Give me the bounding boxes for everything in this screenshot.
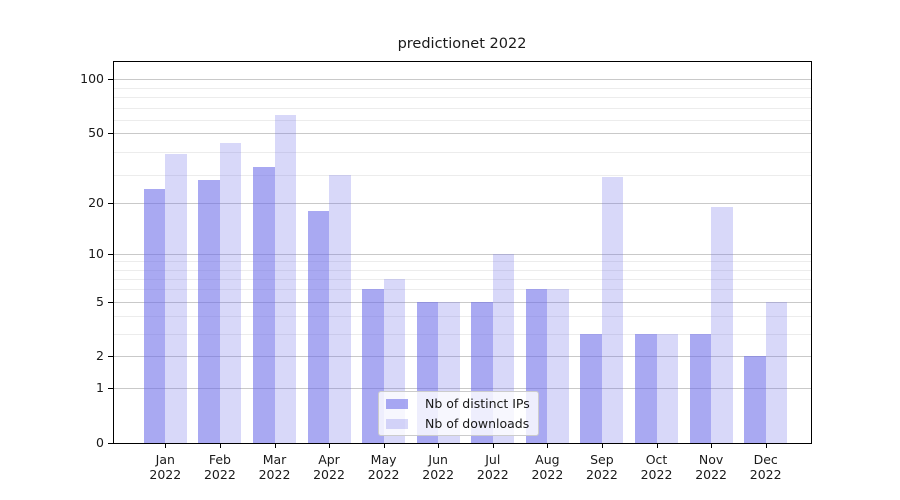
right-spine xyxy=(811,61,812,444)
minor-gridline xyxy=(113,261,811,263)
y-tick-label: 5 xyxy=(96,293,104,309)
minor-gridline xyxy=(113,107,811,109)
x-tick-mark xyxy=(765,444,767,448)
bottom-spine xyxy=(113,443,812,444)
minor-gridline xyxy=(113,174,811,176)
minor-gridline xyxy=(113,278,811,280)
bar-downloads-11 xyxy=(765,301,788,443)
x-tick-label: May 2022 xyxy=(367,452,400,482)
x-tick-label: Jun 2022 xyxy=(422,452,455,482)
x-tick-mark xyxy=(656,444,658,448)
major-gridline xyxy=(113,202,811,204)
y-tick-label: 20 xyxy=(88,194,104,210)
x-tick-mark xyxy=(383,444,385,448)
major-gridline xyxy=(113,78,811,80)
major-gridline xyxy=(113,132,811,134)
x-tick-label: Nov 2022 xyxy=(695,452,727,482)
minor-gridline xyxy=(113,151,811,153)
x-tick-mark xyxy=(438,444,440,448)
y-tick-label: 0 xyxy=(96,435,104,450)
x-tick-mark xyxy=(711,444,713,448)
x-tick-label: Mar 2022 xyxy=(258,452,291,482)
x-tick-mark xyxy=(165,444,167,448)
bar-distinct-ips-8 xyxy=(580,333,602,443)
y-tick-mark xyxy=(108,356,113,358)
x-tick-label: Sep 2022 xyxy=(585,452,618,482)
x-tick-mark xyxy=(329,444,330,448)
major-gridline xyxy=(113,356,811,358)
x-tick-mark xyxy=(601,444,603,448)
minor-gridline xyxy=(113,333,811,335)
minor-gridline xyxy=(113,316,811,317)
chart-title: predictionet 2022 xyxy=(397,36,527,52)
left-spine xyxy=(113,61,114,444)
y-tick-label: 100 xyxy=(80,70,104,86)
x-tick-label: Oct 2022 xyxy=(640,452,673,482)
x-tick-label: Apr 2022 xyxy=(313,452,345,482)
y-tick-label: 1 xyxy=(96,380,104,396)
plot-area: Nb of distinct IPs Nb of downloads xyxy=(113,61,811,443)
top-spine xyxy=(113,61,812,62)
legend-row: Nb of downloads xyxy=(386,414,538,434)
bar-distinct-ips-0 xyxy=(143,188,166,443)
x-tick-mark xyxy=(219,444,221,448)
bar-downloads-3 xyxy=(329,174,351,443)
y-tick-mark xyxy=(108,443,113,444)
bar-distinct-ips-2 xyxy=(253,167,275,443)
bar-downloads-7 xyxy=(547,289,569,443)
y-tick-label: 10 xyxy=(88,245,104,261)
y-tick-mark xyxy=(108,132,113,134)
minor-gridline xyxy=(113,97,811,99)
y-tick-label: 2 xyxy=(96,348,104,364)
bar-downloads-8 xyxy=(601,177,624,443)
legend-label: Nb of distinct IPs xyxy=(425,396,530,411)
y-tick-mark xyxy=(108,202,113,204)
x-tick-mark xyxy=(547,444,549,448)
minor-gridline xyxy=(113,269,811,271)
x-tick-label: Dec 2022 xyxy=(749,452,782,482)
bar-downloads-9 xyxy=(656,333,678,443)
minor-gridline xyxy=(113,87,811,89)
x-tick-mark xyxy=(492,444,494,448)
x-tick-mark xyxy=(274,444,276,448)
bar-distinct-ips-10 xyxy=(689,333,712,443)
legend-swatch xyxy=(386,398,408,409)
major-gridline xyxy=(113,253,811,255)
y-tick-mark xyxy=(108,388,113,390)
x-tick-label: Feb 2022 xyxy=(203,452,236,482)
bar-distinct-ips-11 xyxy=(744,356,766,443)
minor-gridline xyxy=(113,119,811,121)
y-tick-label: 50 xyxy=(88,124,104,140)
y-tick-mark xyxy=(108,301,113,303)
x-tick-label: Jan 2022 xyxy=(149,452,182,482)
bar-distinct-ips-3 xyxy=(307,210,329,443)
legend-row: Nb of distinct IPs xyxy=(386,394,538,414)
bar-downloads-0 xyxy=(165,153,187,443)
bar-downloads-2 xyxy=(274,114,296,443)
bar-distinct-ips-9 xyxy=(635,333,657,443)
legend-swatch xyxy=(386,418,408,429)
y-tick-mark xyxy=(108,253,113,255)
x-tick-label: Jul 2022 xyxy=(476,452,509,482)
major-gridline xyxy=(113,301,811,303)
bar-downloads-10 xyxy=(711,206,733,443)
legend: Nb of distinct IPs Nb of downloads xyxy=(378,391,539,436)
bar-distinct-ips-1 xyxy=(198,180,220,443)
bar-downloads-1 xyxy=(219,142,242,443)
major-gridline xyxy=(113,388,811,390)
y-tick-mark xyxy=(108,78,113,80)
minor-gridline xyxy=(113,289,811,291)
legend-label: Nb of downloads xyxy=(425,416,530,431)
x-tick-label: Aug 2022 xyxy=(531,452,564,482)
